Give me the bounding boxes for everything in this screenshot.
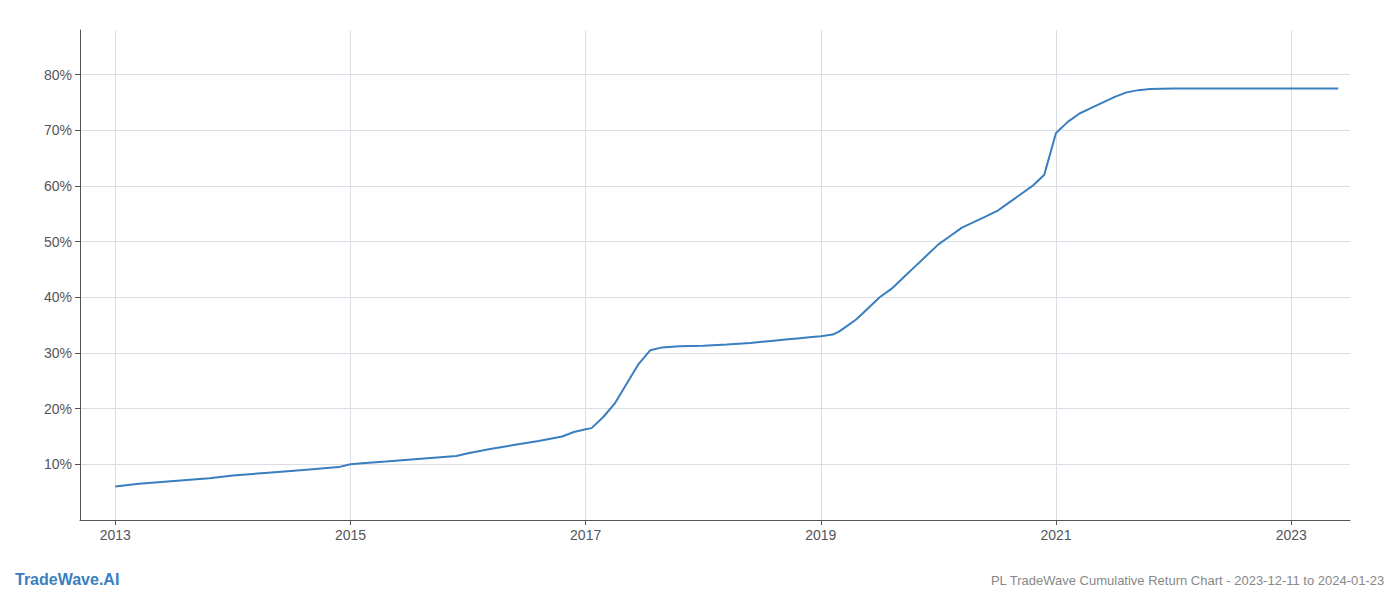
svg-text:2017: 2017 [570,527,601,543]
svg-text:20%: 20% [44,401,72,417]
svg-text:TradeWave.AI: TradeWave.AI [15,571,119,588]
svg-text:50%: 50% [44,234,72,250]
svg-text:10%: 10% [44,456,72,472]
svg-text:2021: 2021 [1040,527,1071,543]
svg-text:40%: 40% [44,289,72,305]
svg-text:2019: 2019 [805,527,836,543]
svg-text:PL TradeWave Cumulative Return: PL TradeWave Cumulative Return Chart - 2… [991,573,1384,588]
svg-text:2013: 2013 [100,527,131,543]
svg-text:70%: 70% [44,122,72,138]
svg-text:80%: 80% [44,67,72,83]
svg-text:2015: 2015 [335,527,366,543]
svg-text:30%: 30% [44,345,72,361]
svg-text:60%: 60% [44,178,72,194]
svg-text:2023: 2023 [1276,527,1307,543]
